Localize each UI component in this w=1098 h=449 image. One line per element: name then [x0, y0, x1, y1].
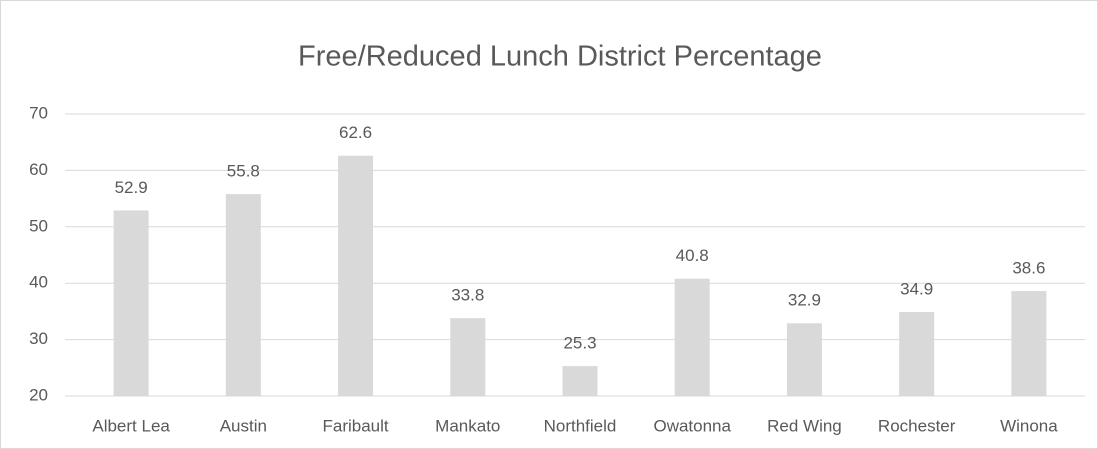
- y-tick-label: 30: [29, 329, 48, 348]
- x-tick-label: Albert Lea: [92, 416, 170, 435]
- bar: [113, 210, 149, 396]
- x-tick-label: Mankato: [435, 416, 500, 435]
- bar: [1011, 291, 1047, 396]
- data-label: 38.6: [1012, 259, 1045, 278]
- data-label: 52.9: [115, 178, 148, 197]
- y-tick-label: 70: [29, 103, 48, 122]
- bar: [450, 318, 486, 396]
- x-tick-label: Faribault: [322, 416, 388, 435]
- bar: [786, 323, 822, 396]
- bar: [338, 155, 374, 396]
- data-label: 32.9: [788, 291, 821, 310]
- y-tick-label: 40: [29, 273, 48, 292]
- x-tick-label: Red Wing: [767, 416, 842, 435]
- bar: [899, 311, 935, 396]
- x-tick-label: Owatonna: [653, 416, 731, 435]
- x-tick-label: Rochester: [878, 416, 956, 435]
- data-label: 25.3: [563, 334, 596, 353]
- y-tick-label: 60: [29, 160, 48, 179]
- data-label: 62.6: [339, 123, 372, 142]
- bar: [674, 278, 710, 396]
- data-label: 55.8: [227, 162, 260, 181]
- y-tick-label: 50: [29, 216, 48, 235]
- x-tick-label: Austin: [220, 416, 267, 435]
- data-label: 40.8: [676, 246, 709, 265]
- data-label: 33.8: [451, 286, 484, 305]
- bar: [562, 366, 598, 396]
- chart-title: Free/Reduced Lunch District Percentage: [298, 41, 822, 73]
- bar: [225, 194, 261, 396]
- x-tick-label: Northfield: [544, 416, 617, 435]
- y-tick-label: 20: [29, 385, 48, 404]
- data-label: 34.9: [900, 279, 933, 298]
- x-tick-label: Winona: [1000, 416, 1058, 435]
